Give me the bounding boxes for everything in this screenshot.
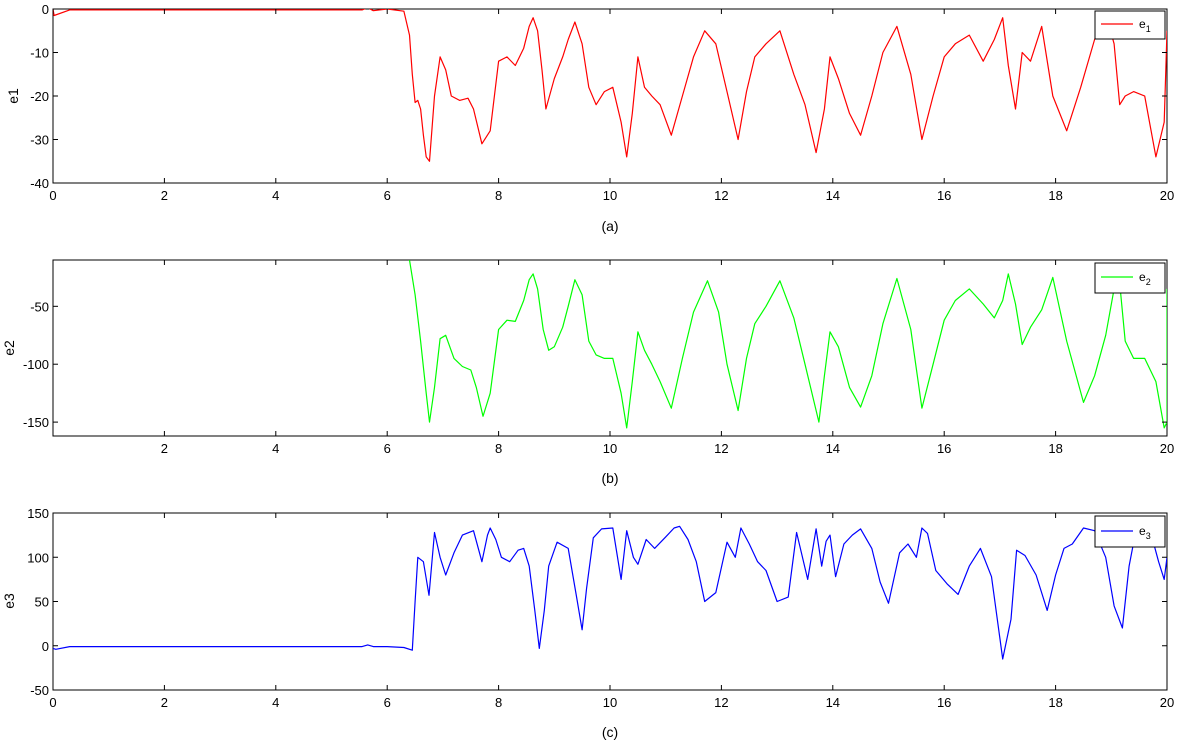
chart-panel-a: 0 2 4 6 8 10 12 14 16 18 20 0 -10 -20 -30 -40 e1 (a) e… <box>5 2 1174 234</box>
series-line-e3 <box>53 525 1167 660</box>
x-tick-label: 6 <box>384 695 391 710</box>
x-tick-label: 8 <box>495 695 502 710</box>
x-axis-ticks: 0 2 4 6 8 10 12 14 16 18 20 <box>49 513 1174 710</box>
y-tick-label: 50 <box>35 595 49 610</box>
x-tick-label: 20 <box>1160 188 1174 203</box>
plot-area-frame <box>52 259 1168 437</box>
legend-entry: e2 <box>1139 270 1151 287</box>
x-axis-ticks: 2 4 6 8 10 12 14 16 18 20 <box>161 260 1174 456</box>
y-axis-ticks: 0 -10 -20 -30 -40 <box>30 2 1167 191</box>
y-axis-label: e1 <box>5 88 21 104</box>
x-tick-label: 14 <box>826 188 840 203</box>
y-axis-label: e3 <box>1 593 17 609</box>
legend: e3 <box>1094 515 1166 548</box>
series-line-e1 <box>53 9 1167 162</box>
legend-box <box>1094 262 1166 294</box>
y-tick-label: -100 <box>23 357 49 372</box>
series-lines <box>53 9 1167 162</box>
x-tick-label: 6 <box>384 441 391 456</box>
y-tick-label: 0 <box>42 2 49 17</box>
x-tick-label: 12 <box>714 441 728 456</box>
legend: e1 <box>1094 10 1166 40</box>
y-tick-label: -50 <box>30 299 49 314</box>
legend-entry: e1 <box>1139 17 1151 34</box>
x-tick-label: 16 <box>937 441 951 456</box>
panel-caption: (b) <box>601 470 618 486</box>
y-axis-ticks: -50 -100 -150 <box>23 299 1167 430</box>
y-tick-label: 100 <box>27 550 49 565</box>
y-tick-label: -30 <box>30 133 49 148</box>
x-tick-label: 16 <box>937 695 951 710</box>
chart-panel-b: 2 4 6 8 10 12 14 16 18 20 -50 -100 -150 e2 (b) e2 <box>1 259 1174 486</box>
panel-caption: (c) <box>602 724 618 740</box>
x-tick-label: 18 <box>1048 695 1062 710</box>
x-tick-label: 12 <box>714 695 728 710</box>
x-tick-label: 10 <box>603 188 617 203</box>
x-tick-label: 4 <box>272 695 279 710</box>
y-tick-label: -50 <box>30 683 49 698</box>
x-tick-label: 0 <box>49 188 56 203</box>
panel-caption: (a) <box>601 218 618 234</box>
y-tick-label: -40 <box>30 176 49 191</box>
x-axis-ticks: 0 2 4 6 8 10 12 14 16 18 20 <box>49 9 1174 203</box>
x-tick-label: 6 <box>384 188 391 203</box>
x-tick-label: 18 <box>1048 188 1062 203</box>
x-tick-label: 2 <box>161 441 168 456</box>
x-tick-label: 4 <box>272 188 279 203</box>
y-axis-label: e2 <box>1 340 17 356</box>
y-tick-label: 0 <box>42 639 49 654</box>
x-tick-label: 14 <box>826 441 840 456</box>
x-tick-label: 16 <box>937 188 951 203</box>
x-tick-label: 10 <box>603 441 617 456</box>
x-tick-label: 2 <box>161 695 168 710</box>
plot-area-frame <box>52 512 1168 691</box>
y-tick-label: 150 <box>27 506 49 521</box>
y-tick-label: -10 <box>30 46 49 61</box>
x-tick-label: 8 <box>495 441 502 456</box>
series-line-e2 <box>408 260 1167 429</box>
legend-entry: e3 <box>1139 524 1151 541</box>
plot-area-frame <box>52 8 1168 184</box>
y-tick-label: -20 <box>30 89 49 104</box>
x-tick-label: 20 <box>1160 441 1174 456</box>
legend: e2 <box>1094 262 1166 294</box>
x-tick-label: 14 <box>826 695 840 710</box>
legend-box <box>1094 10 1166 40</box>
x-tick-label: 4 <box>272 441 279 456</box>
x-tick-label: 18 <box>1048 441 1062 456</box>
x-tick-label: 20 <box>1160 695 1174 710</box>
x-tick-label: 2 <box>161 188 168 203</box>
x-tick-label: 8 <box>495 188 502 203</box>
y-axis-ticks: 150 100 50 0 -50 <box>27 506 1167 698</box>
y-tick-label: -150 <box>23 415 49 430</box>
x-tick-label: 10 <box>603 695 617 710</box>
series-lines <box>408 260 1167 429</box>
x-tick-label: 12 <box>714 188 728 203</box>
series-lines <box>53 525 1167 660</box>
x-tick-label: 0 <box>49 695 56 710</box>
